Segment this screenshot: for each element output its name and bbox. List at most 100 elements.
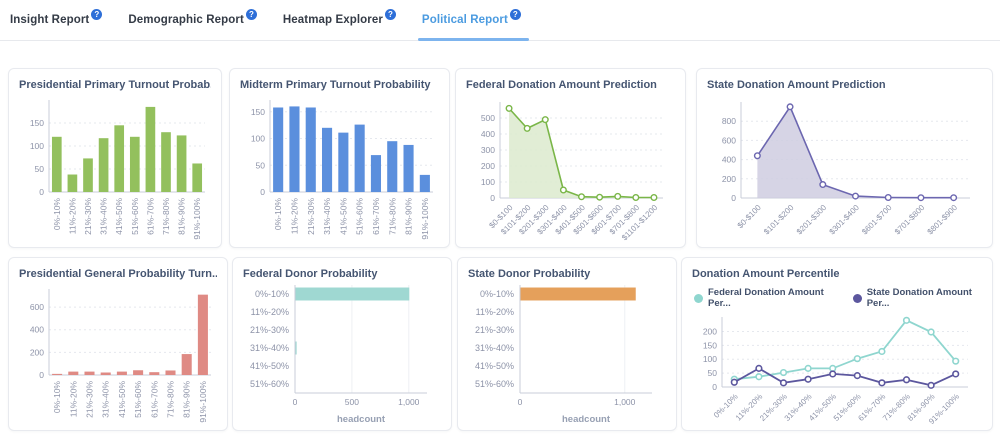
svg-text:400: 400	[722, 155, 736, 165]
svg-text:400: 400	[30, 325, 44, 335]
svg-text:600: 600	[30, 302, 44, 312]
tab-political-report[interactable]: Political Report ?	[417, 0, 529, 41]
svg-text:21%-30%: 21%-30%	[475, 325, 514, 335]
svg-text:500: 500	[345, 397, 359, 407]
svg-text:61%-70%: 61%-70%	[145, 198, 155, 235]
svg-text:31%-40%: 31%-40%	[322, 198, 332, 235]
svg-text:0: 0	[490, 193, 495, 203]
svg-text:50: 50	[256, 160, 266, 170]
svg-text:21%-30%: 21%-30%	[83, 198, 93, 235]
svg-text:500: 500	[481, 113, 495, 123]
presidential-primary-turnout-bar-chart: 0 50 100 150 0%-10% 11%-20% 21%-30% 31%-40% 41%-…	[19, 92, 211, 242]
svg-text:400: 400	[481, 129, 495, 139]
svg-text:$701-$800: $701-$800	[893, 203, 927, 237]
chart-card-midterm-primary-turnout: Midterm Primary Turnout Probability 0 50 1…	[229, 68, 450, 248]
midterm-primary-turnout-bar-chart: 0 50 100 150 0%-10% 11%-20% 21%-30% 31%-40% 41%-…	[240, 92, 439, 242]
svg-text:0: 0	[260, 187, 265, 197]
svg-text:61%-70%: 61%-70%	[371, 198, 381, 235]
svg-text:41%-50%: 41%-50%	[114, 198, 124, 235]
federal-donor-hbar-chart: 0 500 1,000 0%-10% 11%-20% 21%-30% 31%-40% 41%-…	[243, 281, 441, 425]
svg-text:51%-60%: 51%-60%	[475, 379, 514, 389]
svg-text:200: 200	[481, 161, 495, 171]
svg-text:11%-20%: 11%-20%	[290, 198, 300, 235]
help-icon[interactable]: ?	[91, 9, 103, 20]
svg-text:31%-40%: 31%-40%	[250, 343, 289, 353]
svg-text:1,000: 1,000	[614, 397, 636, 407]
svg-text:51%-60%: 51%-60%	[355, 198, 365, 235]
svg-text:200: 200	[703, 326, 717, 336]
svg-text:600: 600	[722, 135, 736, 145]
presidential-general-turnout-bar-chart: 0 200 400 600 0%-10% 11%-20% 21%-30% 31%-40% 41%…	[19, 281, 217, 425]
svg-text:$201-$300: $201-$300	[795, 203, 829, 237]
legend-item-state[interactable]: State Donation Amount Per...	[852, 287, 982, 309]
legend-dot-state	[852, 293, 862, 303]
svg-text:0%-10%: 0%-10%	[480, 289, 514, 299]
legend-dot-federal	[694, 293, 703, 303]
svg-text:31%-40%: 31%-40%	[475, 343, 514, 353]
svg-text:81%-90%: 81%-90%	[182, 381, 192, 418]
tab-label: Political Report	[421, 14, 508, 26]
svg-text:31%-40%: 31%-40%	[99, 198, 109, 235]
svg-text:71%-80%: 71%-80%	[166, 381, 176, 418]
svg-text:11%-20%: 11%-20%	[476, 307, 514, 317]
chart-title: Federal Donor Probability	[243, 268, 378, 280]
svg-text:headcount: headcount	[337, 414, 386, 425]
chart-card-presidential-primary-turnout: Presidential Primary Turnout Probab... 0…	[8, 68, 222, 248]
svg-text:91%-100%: 91%-100%	[198, 381, 208, 423]
svg-text:150: 150	[30, 118, 44, 128]
svg-text:200: 200	[30, 347, 44, 357]
help-icon[interactable]: ?	[509, 9, 521, 20]
help-icon[interactable]: ?	[384, 9, 396, 20]
svg-text:41%-50%: 41%-50%	[117, 381, 127, 418]
svg-text:100: 100	[703, 354, 717, 364]
svg-text:21%-30%: 21%-30%	[250, 325, 289, 335]
legend-item-federal[interactable]: Federal Donation Amount Per...	[694, 287, 833, 309]
svg-text:0%-10%: 0%-10%	[52, 381, 62, 414]
chart-title: Presidential Primary Turnout Probab...	[19, 79, 211, 91]
svg-text:0: 0	[518, 397, 523, 407]
svg-text:$601-$700: $601-$700	[860, 203, 894, 237]
chart-title: Federal Donation Amount Prediction	[466, 79, 657, 91]
tab-insight-report[interactable]: Insight Report ?	[10, 0, 103, 40]
svg-text:51%-60%: 51%-60%	[130, 198, 140, 235]
svg-text:11%-20%: 11%-20%	[67, 198, 77, 235]
svg-text:50: 50	[35, 164, 45, 174]
state-donor-hbar-chart: 0 1,000 0%-10% 11%-20% 21%-30% 31%-40% 41%-50%…	[468, 281, 666, 425]
chart-card-presidential-general-turnout: Presidential General Probability Turn...…	[8, 257, 228, 431]
svg-text:$0-$100: $0-$100	[736, 203, 764, 231]
tab-demographic-report[interactable]: Demographic Report ?	[128, 0, 257, 40]
tab-label: Demographic Report	[128, 14, 244, 26]
svg-text:$301-$400: $301-$400	[827, 203, 861, 237]
svg-text:41%-50%: 41%-50%	[250, 361, 289, 371]
help-icon[interactable]: ?	[245, 9, 257, 20]
svg-text:150: 150	[251, 107, 265, 117]
svg-text:51%-60%: 51%-60%	[133, 381, 143, 418]
svg-text:headcount: headcount	[562, 414, 611, 425]
chart-title: State Donation Amount Prediction	[707, 79, 886, 91]
legend-label: Federal Donation Amount Per...	[708, 287, 824, 309]
svg-text:0%-10%: 0%-10%	[273, 198, 283, 231]
svg-text:50: 50	[708, 368, 718, 378]
chart-title: Midterm Primary Turnout Probability	[240, 79, 431, 91]
donation-percentile-line-chart: 0 50 100 150 200 0%-10% 11%-20% 21%-30% 31%-40% 4…	[692, 309, 982, 426]
svg-text:21%-30%: 21%-30%	[306, 198, 316, 235]
svg-text:1,000: 1,000	[398, 397, 420, 407]
tab-heatmap-explorer[interactable]: Heatmap Explorer ?	[283, 0, 396, 40]
tab-label: Insight Report	[10, 14, 90, 26]
svg-text:200: 200	[722, 174, 736, 184]
svg-text:150: 150	[703, 340, 717, 350]
svg-text:61%-70%: 61%-70%	[149, 381, 159, 418]
chart-card-federal-donor-probability: Federal Donor Probability 0 500 1,000 0%-10…	[232, 257, 452, 431]
svg-text:0: 0	[293, 397, 298, 407]
svg-text:0: 0	[731, 193, 736, 203]
svg-text:0: 0	[39, 187, 44, 197]
svg-text:21%-30%: 21%-30%	[85, 381, 95, 418]
svg-text:71%-80%: 71%-80%	[387, 198, 397, 235]
svg-text:0%-10%: 0%-10%	[52, 198, 62, 231]
svg-text:71%-80%: 71%-80%	[161, 198, 171, 235]
chart-title: State Donor Probability	[468, 268, 591, 280]
svg-text:$101-$200: $101-$200	[762, 203, 796, 237]
svg-text:0: 0	[712, 382, 717, 392]
svg-text:0%-10%: 0%-10%	[255, 289, 289, 299]
